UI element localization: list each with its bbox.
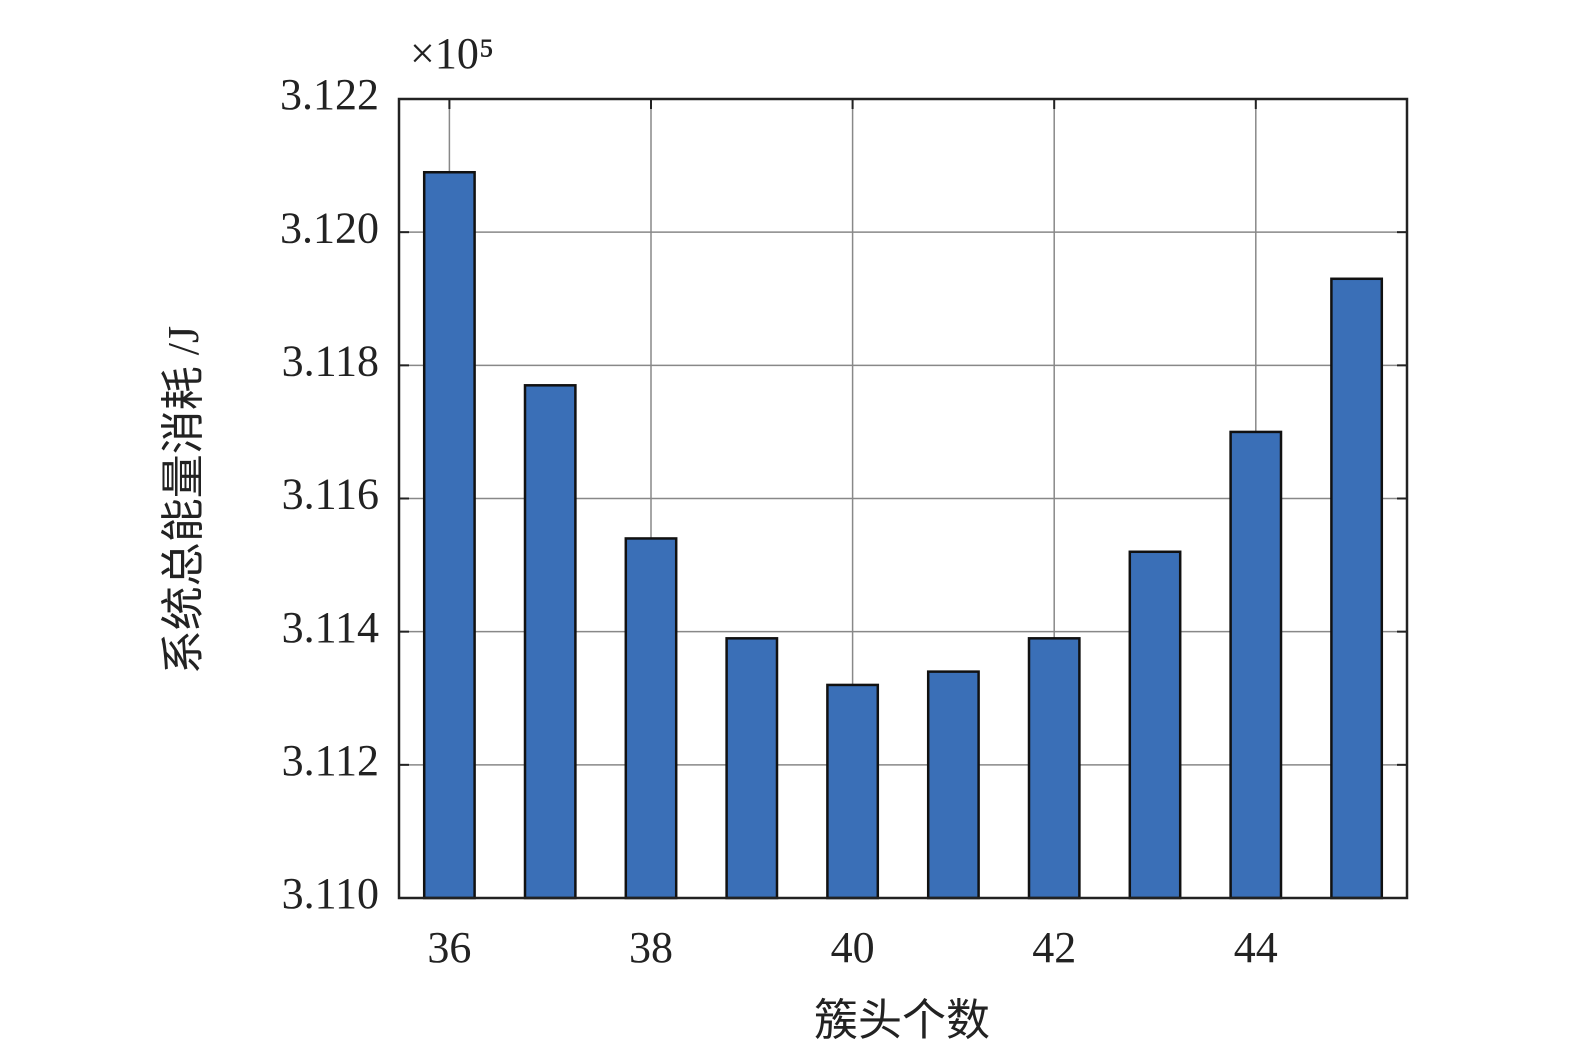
bar [1027, 637, 1081, 900]
x-axis-label: 簇头个数 [814, 996, 990, 1045]
x-tick-label: 38 [629, 923, 673, 972]
y-tick-label: 3.110 [282, 869, 379, 918]
bar [826, 683, 880, 900]
y-tick-label: 3.112 [282, 736, 379, 785]
y-tick-label: 3.122 [280, 70, 379, 119]
y-scale-label: ×10⁵ [410, 29, 494, 78]
bar [1330, 277, 1384, 900]
x-tick-label: 42 [1032, 923, 1076, 972]
x-tick-label: 36 [427, 923, 471, 972]
x-tick-label: 40 [831, 923, 875, 972]
bar [624, 537, 678, 900]
x-tick-label: 44 [1234, 923, 1278, 972]
bar [725, 637, 779, 900]
y-tick-label: 3.120 [280, 203, 379, 252]
plot-frame [397, 97, 1409, 900]
bar [523, 384, 577, 900]
bar [422, 170, 476, 900]
y-axis-label: 系统总能量消耗 /J [159, 326, 208, 674]
y-tick-label: 3.116 [282, 470, 379, 519]
y-tick-label: 3.118 [282, 336, 379, 385]
bar [1229, 430, 1283, 900]
bar [1128, 550, 1182, 900]
y-tick-label: 3.114 [282, 603, 379, 652]
bar [926, 670, 980, 900]
